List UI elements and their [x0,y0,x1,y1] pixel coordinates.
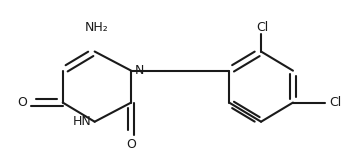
Text: Cl: Cl [256,21,268,34]
Text: O: O [17,96,26,109]
Text: NH₂: NH₂ [85,21,109,34]
Text: HN: HN [73,115,91,128]
Text: Cl: Cl [329,96,341,109]
Text: N: N [135,64,144,77]
Text: O: O [126,138,136,151]
